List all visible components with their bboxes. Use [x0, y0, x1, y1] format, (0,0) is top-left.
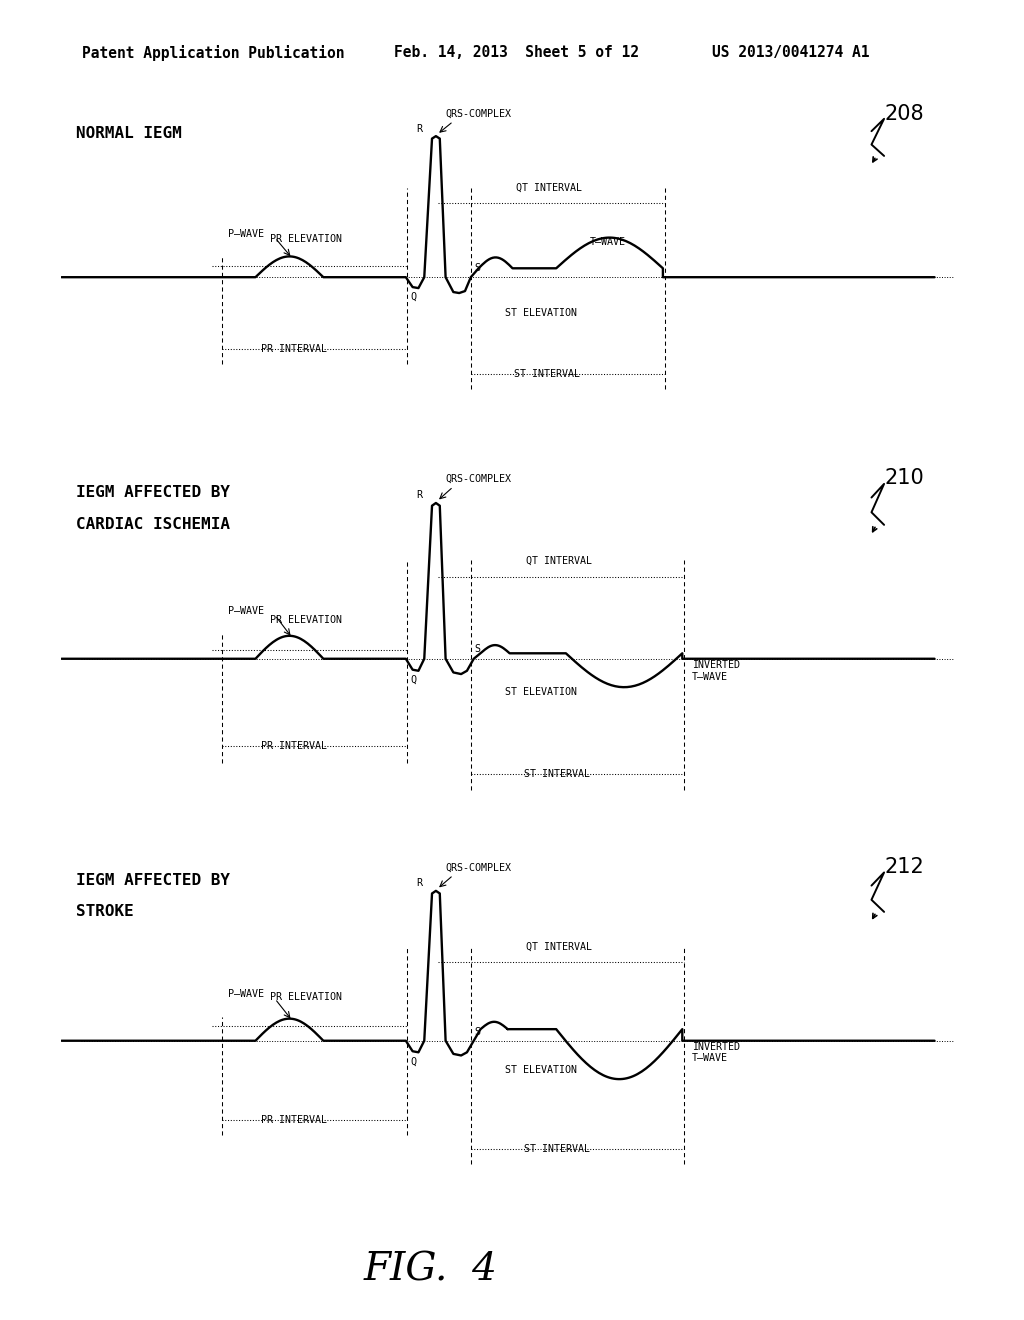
Text: ST ELEVATION: ST ELEVATION [505, 1065, 577, 1074]
Text: Q: Q [411, 1056, 417, 1067]
Text: 212: 212 [884, 857, 924, 878]
Text: P–WAVE: P–WAVE [228, 606, 264, 615]
Text: PR ELEVATION: PR ELEVATION [270, 993, 342, 1002]
Text: ST INTERVAL: ST INTERVAL [514, 368, 581, 379]
Text: 210: 210 [884, 469, 924, 488]
Text: 208: 208 [884, 104, 924, 124]
Text: T–WAVE: T–WAVE [590, 236, 626, 247]
Text: Feb. 14, 2013  Sheet 5 of 12: Feb. 14, 2013 Sheet 5 of 12 [394, 45, 639, 59]
Text: P–WAVE: P–WAVE [228, 228, 264, 239]
Text: R: R [417, 878, 422, 888]
Text: R: R [417, 124, 422, 133]
Text: ST INTERVAL: ST INTERVAL [524, 768, 590, 779]
Text: S: S [475, 263, 480, 273]
Text: NORMAL IEGM: NORMAL IEGM [76, 127, 182, 141]
Text: CARDIAC ISCHEMIA: CARDIAC ISCHEMIA [76, 517, 230, 532]
Text: FIG.  4: FIG. 4 [364, 1251, 497, 1288]
Text: P–WAVE: P–WAVE [228, 990, 264, 999]
Text: QRS-COMPLEX: QRS-COMPLEX [445, 862, 512, 873]
Text: US 2013/0041274 A1: US 2013/0041274 A1 [712, 45, 869, 59]
Text: PR INTERVAL: PR INTERVAL [261, 345, 327, 354]
Text: QT INTERVAL: QT INTERVAL [516, 183, 583, 193]
Text: QRS-COMPLEX: QRS-COMPLEX [445, 474, 512, 484]
Text: PR ELEVATION: PR ELEVATION [270, 234, 342, 244]
Text: PR ELEVATION: PR ELEVATION [270, 615, 342, 624]
Text: STROKE: STROKE [76, 904, 134, 920]
Text: ST ELEVATION: ST ELEVATION [505, 308, 577, 318]
Text: IEGM AFFECTED BY: IEGM AFFECTED BY [76, 484, 230, 499]
Text: PR INTERVAL: PR INTERVAL [261, 1114, 327, 1125]
Text: S: S [475, 644, 480, 655]
Text: QRS-COMPLEX: QRS-COMPLEX [445, 108, 512, 119]
Text: Patent Application Publication: Patent Application Publication [82, 45, 344, 61]
Text: INVERTED
T–WAVE: INVERTED T–WAVE [692, 660, 740, 681]
Text: Q: Q [411, 675, 417, 685]
Text: R: R [417, 490, 422, 500]
Text: Q: Q [411, 292, 417, 302]
Text: ST INTERVAL: ST INTERVAL [524, 1143, 590, 1154]
Text: S: S [475, 1027, 480, 1036]
Text: IEGM AFFECTED BY: IEGM AFFECTED BY [76, 873, 230, 888]
Text: QT INTERVAL: QT INTERVAL [526, 556, 592, 566]
Text: QT INTERVAL: QT INTERVAL [526, 941, 592, 952]
Text: INVERTED
T–WAVE: INVERTED T–WAVE [692, 1041, 740, 1063]
Text: PR INTERVAL: PR INTERVAL [261, 742, 327, 751]
Text: ST ELEVATION: ST ELEVATION [505, 686, 577, 697]
